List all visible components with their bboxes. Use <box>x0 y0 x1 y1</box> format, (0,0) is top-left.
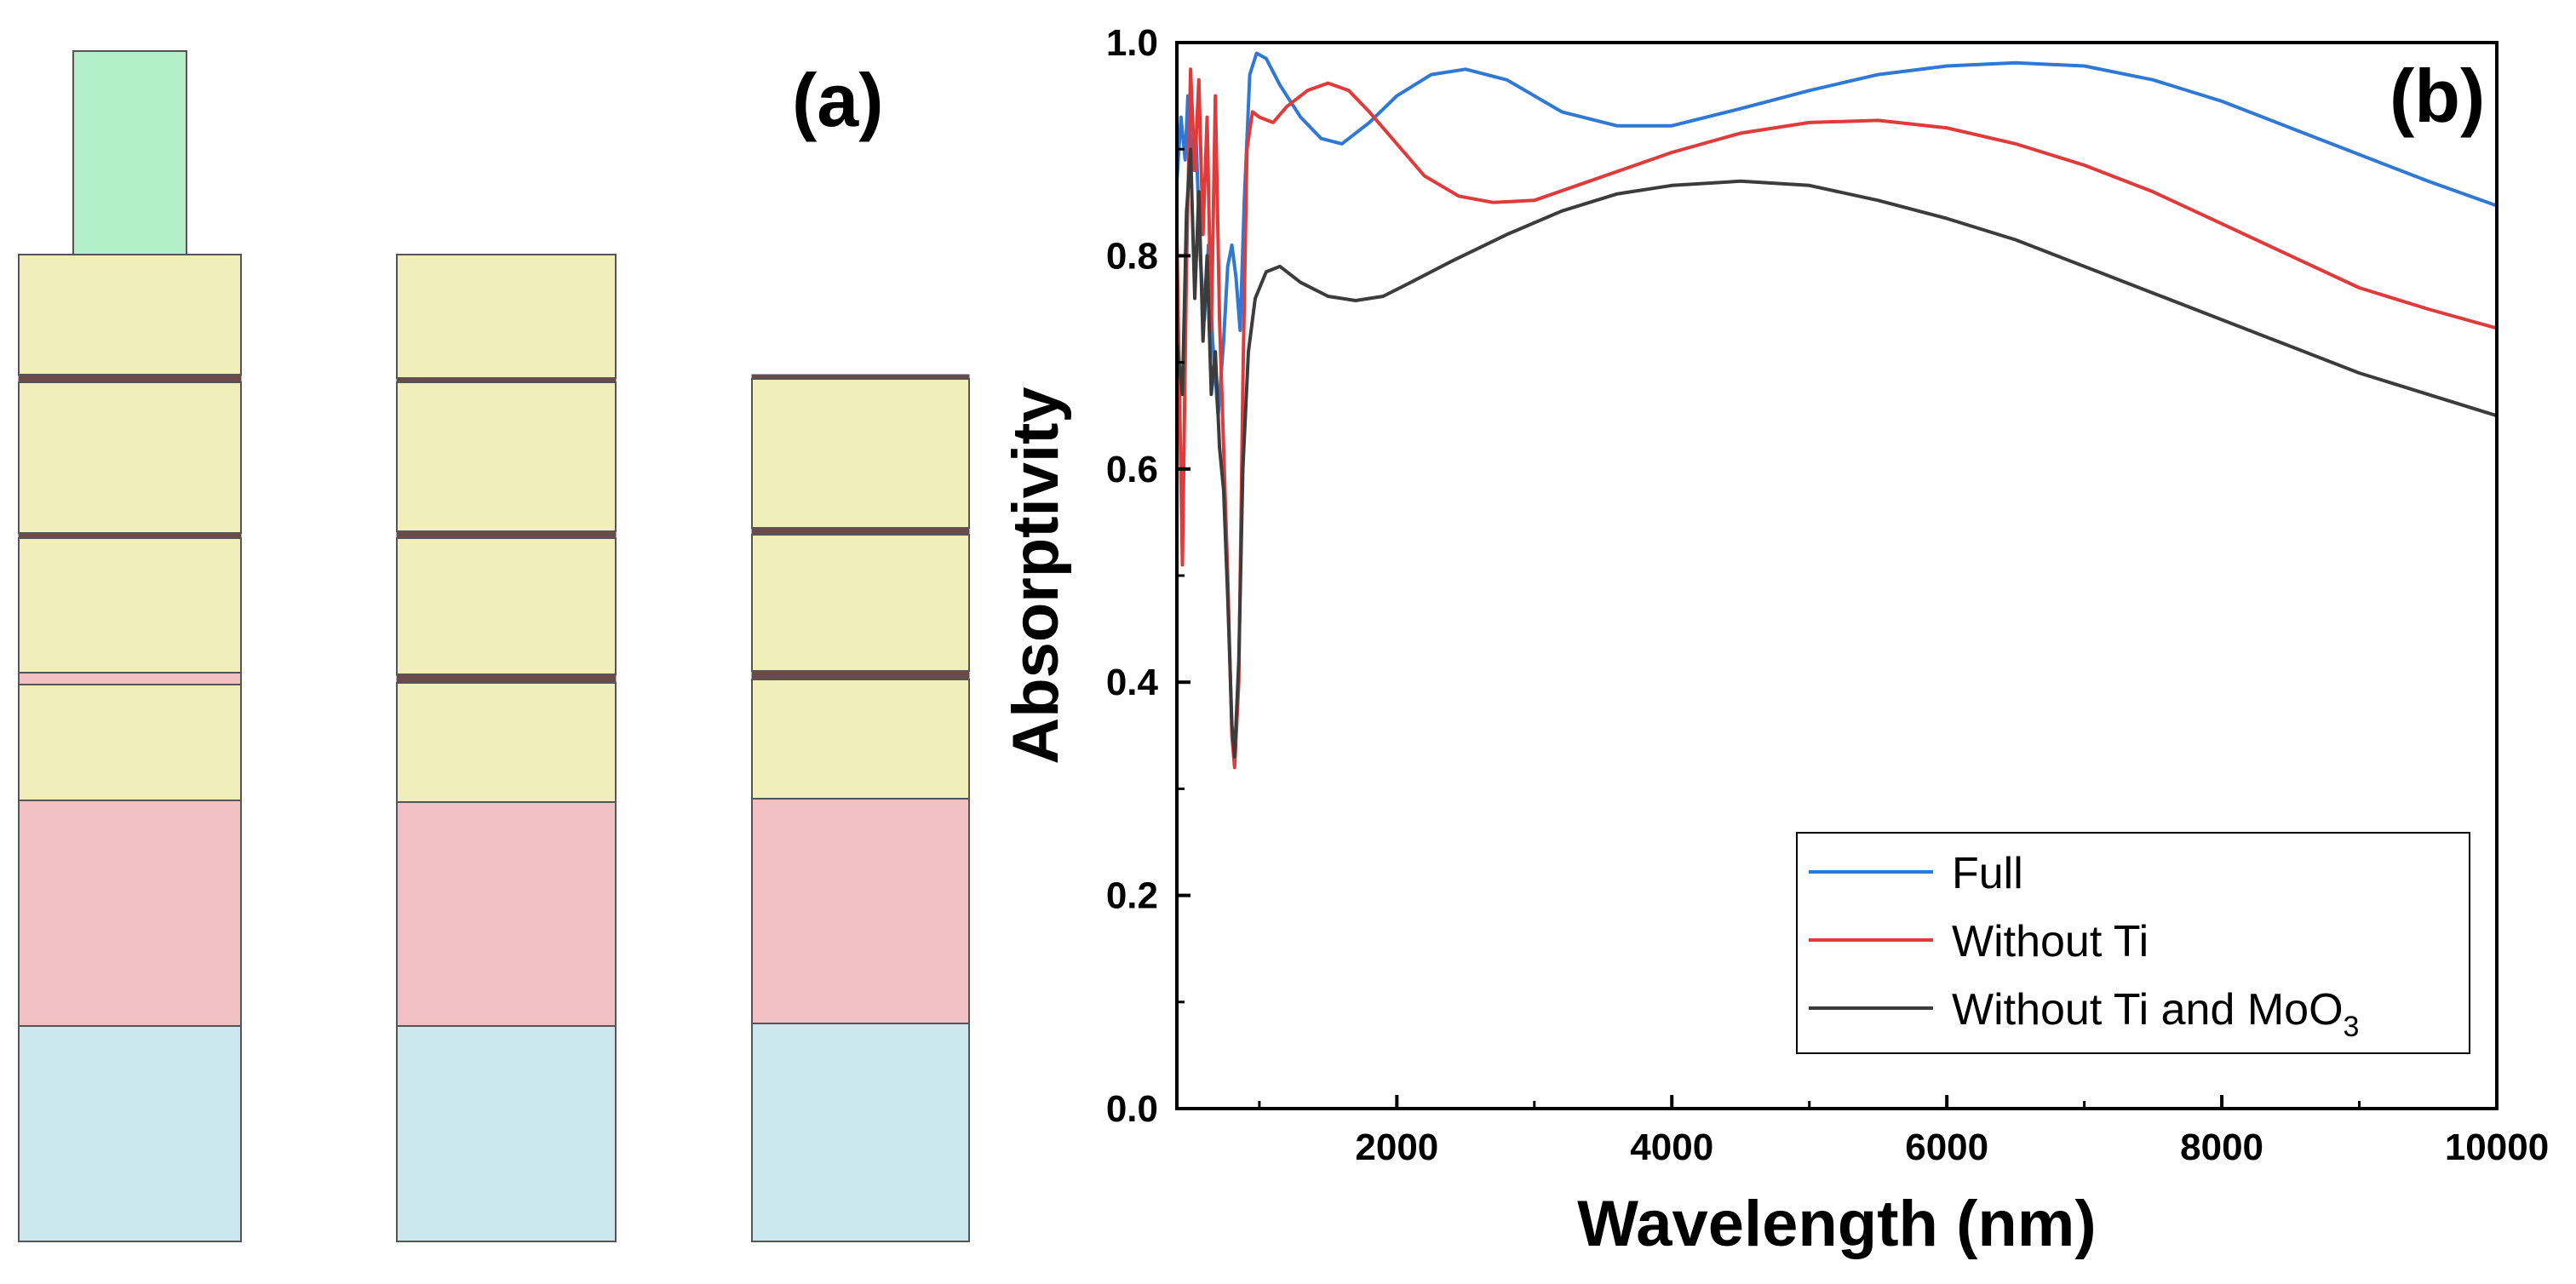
layer-yellow <box>396 682 617 803</box>
layer-blue <box>751 1023 970 1242</box>
y-tick-label: 0.2 <box>1106 875 1158 917</box>
legend-label-without-ti: Without Ti <box>1952 917 2149 966</box>
stack-without-ti <box>396 254 617 1242</box>
layer-yellow <box>18 537 242 674</box>
layer-thin-dark <box>751 527 970 536</box>
series-line-without-ti-and-moo3 <box>1177 147 2497 759</box>
x-tick-label: 6000 <box>1905 1126 1988 1168</box>
layer-pink <box>18 800 242 1027</box>
layer-yellow <box>18 381 242 534</box>
layer-yellow <box>751 378 970 529</box>
layer-yellow <box>18 684 242 801</box>
x-axis-title: Wavelength (nm) <box>1577 1188 2096 1260</box>
panel-b-label: (b) <box>2390 54 2485 138</box>
panel-a-layer-stacks: (a) <box>18 50 970 1242</box>
y-tick-label: 0.6 <box>1106 449 1158 490</box>
series-layer <box>1177 51 2497 770</box>
layer-thin-dark <box>18 374 242 383</box>
series-line-full <box>1177 51 2497 418</box>
layer-blue <box>396 1025 617 1242</box>
layer-yellow <box>751 679 970 800</box>
top-block <box>72 50 187 255</box>
panel-a-label: (a) <box>792 58 884 142</box>
layer-yellow <box>396 381 617 532</box>
x-tick-label: 10000 <box>2445 1126 2549 1168</box>
stack-without-ti-moo3 <box>751 374 970 1242</box>
layer-pink <box>396 801 617 1027</box>
legend-box <box>1796 832 2470 1054</box>
series-line-without-ti <box>1177 67 2497 770</box>
y-tick-label: 0.4 <box>1106 662 1159 703</box>
y-tick-label: 1.0 <box>1106 22 1158 64</box>
y-axis-title: Absorptivity <box>1000 387 1072 764</box>
y-tick-label: 0.0 <box>1106 1088 1158 1130</box>
layer-thin-dark <box>396 674 617 684</box>
layer-blue <box>18 1025 242 1242</box>
stack-full <box>18 50 242 1242</box>
legend-entry-full: Full <box>1809 849 2023 898</box>
layer-yellow <box>751 534 970 672</box>
layer-thin-dark <box>751 670 970 680</box>
legend-entry-without-ti: Without Ti <box>1809 917 2149 966</box>
x-tick-label: 4000 <box>1630 1126 1713 1168</box>
legend-label-without-ti-moo3: Without Ti and MoO3 <box>1952 985 2359 1043</box>
legend: Full Without Ti Without Ti and MoO3 <box>1796 832 2470 1054</box>
y-tick-label: 0.8 <box>1106 235 1158 277</box>
legend-entry-without-ti-moo3: Without Ti and MoO3 <box>1809 985 2359 1043</box>
x-tick-label: 2000 <box>1355 1126 1438 1168</box>
legend-label-subscript: 3 <box>2344 1011 2360 1043</box>
layer-thin-dark <box>396 530 617 539</box>
x-tick-label: 8000 <box>2180 1126 2263 1168</box>
layer-yellow <box>396 537 617 675</box>
panel-b-chart: 2000 4000 6000 8000 100000.00.20.40.60.81.0 … <box>1000 22 2549 1260</box>
axis-ticks: 2000 4000 6000 8000 10000 0.0 0.2 0.4 0.6 0.8 1.0 <box>1106 22 2549 1168</box>
legend-label-full: Full <box>1952 849 2023 898</box>
legend-label-main: Without Ti and MoO <box>1952 985 2344 1035</box>
layer-yellow <box>396 254 617 379</box>
layer-thin-pink <box>18 672 242 685</box>
layer-pink <box>751 798 970 1024</box>
layer-yellow <box>18 254 242 375</box>
